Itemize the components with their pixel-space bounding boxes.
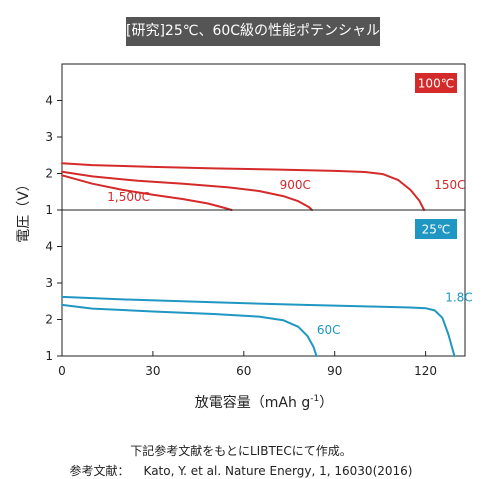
curve-label-1-500c: 1,500C	[107, 190, 150, 204]
curve-label-900c: 900C	[280, 178, 311, 192]
panel-badge-label: 25℃	[422, 223, 451, 237]
y-tick-label: 2	[45, 313, 53, 327]
reference-text: Kato, Y. et al. Nature Energy, 1, 16030(…	[143, 464, 413, 478]
panel-badge-bg	[415, 219, 457, 239]
panel-badge: 100℃	[415, 73, 457, 93]
y-tick-label: 1	[45, 349, 53, 363]
curve-label-1-8c: 1.8C	[445, 290, 472, 304]
chart-title: [研究]25℃、60C級の性能ポテンシャル	[126, 17, 380, 46]
x-axis-label-main: 放電容量（mAh g	[195, 394, 310, 411]
x-tick-label: 60	[236, 364, 251, 378]
series-line-150c	[61, 162, 426, 211]
y-tick-label: 2	[45, 167, 53, 181]
panel-badge: 25℃	[415, 219, 457, 239]
x-axis-label-close: ）	[319, 395, 333, 411]
panel-100: 1 2 3 4 150C 900C 1,500C 100℃	[45, 63, 466, 217]
series-line-60c	[61, 303, 318, 357]
series-line-900c	[61, 170, 313, 211]
curve-label-60c: 60C	[317, 323, 341, 337]
panel-25: 1 2 3 4 1.8C 60C 25℃	[45, 209, 473, 363]
y-tick-label: 4	[45, 94, 53, 108]
panel-frame	[61, 209, 466, 357]
x-axis-label-superscript: -1	[310, 394, 319, 404]
curve-label-150c: 150C	[434, 178, 465, 192]
x-tick-label: 0	[58, 364, 66, 378]
panel-badge-bg	[415, 73, 457, 93]
panel-badge-label: 100℃	[418, 77, 454, 91]
series-line-1-8c	[61, 295, 456, 357]
x-tick-label: 30	[145, 364, 160, 378]
y-axis-label: 電圧（V）	[16, 177, 32, 243]
footer-reference: 参考文献： Kato, Y. et al. Nature Energy, 1, 1…	[0, 462, 482, 479]
reference-label: 参考文献：	[69, 464, 130, 478]
x-tick-label: 90	[327, 364, 342, 378]
y-tick-label: 4	[45, 240, 53, 254]
x-tick-label: 120	[414, 364, 437, 378]
y-tick-label: 3	[45, 276, 53, 290]
x-axis-label: 放電容量（mAh g-1）	[195, 394, 333, 411]
footer-note: 下記参考文献をもとにLIBTECにて作成。	[130, 444, 352, 458]
series-line-1-500c	[61, 174, 233, 211]
y-tick-label: 3	[45, 130, 53, 144]
panel-frame	[61, 63, 466, 211]
y-tick-label: 1	[45, 203, 53, 217]
